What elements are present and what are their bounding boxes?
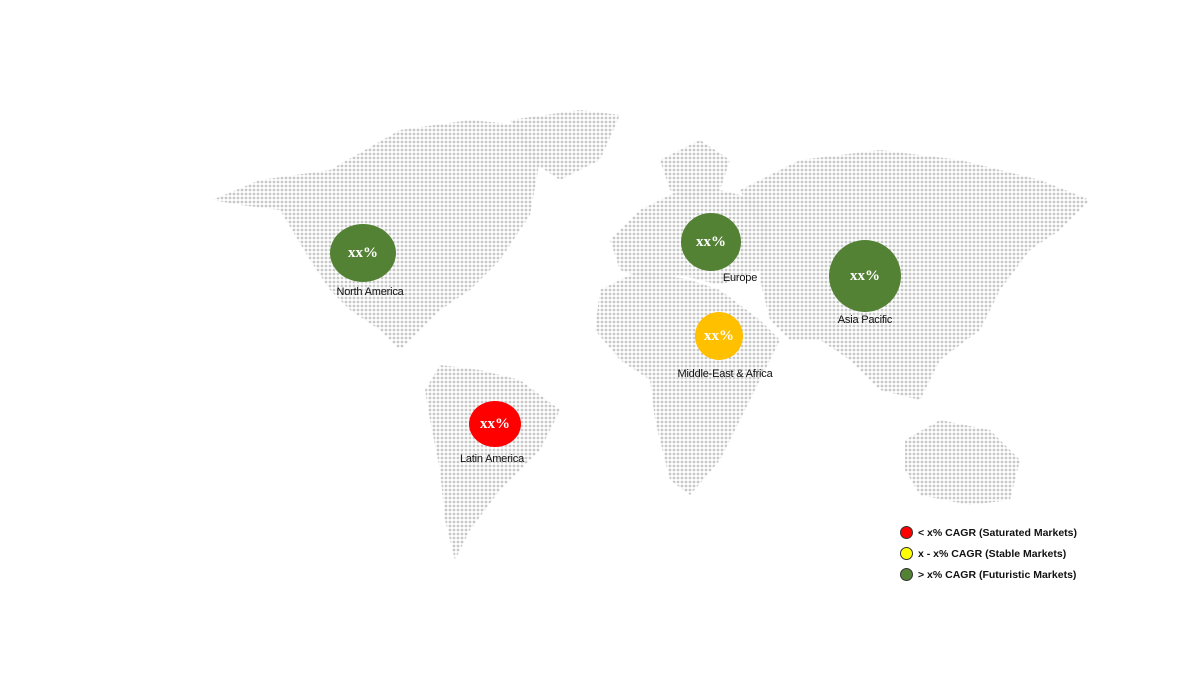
asia-pacific-value: xx% xyxy=(850,267,880,284)
europe-label: Europe xyxy=(722,272,758,284)
land-africa xyxy=(595,270,780,495)
europe-bubble: xx% xyxy=(681,213,741,271)
north-america-label: North America xyxy=(336,286,404,298)
legend: < x% CAGR (Saturated Markets) x - x% CAG… xyxy=(900,522,1077,585)
land-australia xyxy=(905,420,1020,505)
legend-item-stable: x - x% CAGR (Stable Markets) xyxy=(900,543,1077,564)
mea-label: Middle-East & Africa xyxy=(677,368,773,380)
north-america-value: xx% xyxy=(348,244,378,261)
land-south-america xyxy=(425,365,560,560)
latin-america-value: xx% xyxy=(480,415,510,432)
land-greenland xyxy=(510,110,620,180)
mea-value: xx% xyxy=(704,327,734,344)
asia-pacific-bubble: xx% xyxy=(829,240,901,312)
latin-america-bubble: xx% xyxy=(469,401,521,447)
green-dot-icon xyxy=(900,568,913,581)
legend-label: x - x% CAGR (Stable Markets) xyxy=(918,547,1067,560)
europe-value: xx% xyxy=(696,233,726,250)
land-scandinavia xyxy=(660,140,730,200)
land-asia xyxy=(740,150,1090,400)
north-america-bubble: xx% xyxy=(330,224,396,282)
mea-bubble: xx% xyxy=(695,312,743,360)
legend-item-futuristic: > x% CAGR (Futuristic Markets) xyxy=(900,564,1077,585)
red-dot-icon xyxy=(900,526,913,539)
asia-pacific-label: Asia Pacific xyxy=(837,314,893,326)
latin-america-label: Latin America xyxy=(459,453,525,465)
legend-label: < x% CAGR (Saturated Markets) xyxy=(918,526,1078,539)
yellow-dot-icon xyxy=(900,547,913,560)
legend-item-saturated: < x% CAGR (Saturated Markets) xyxy=(900,522,1077,543)
legend-label: > x% CAGR (Futuristic Markets) xyxy=(918,568,1077,581)
